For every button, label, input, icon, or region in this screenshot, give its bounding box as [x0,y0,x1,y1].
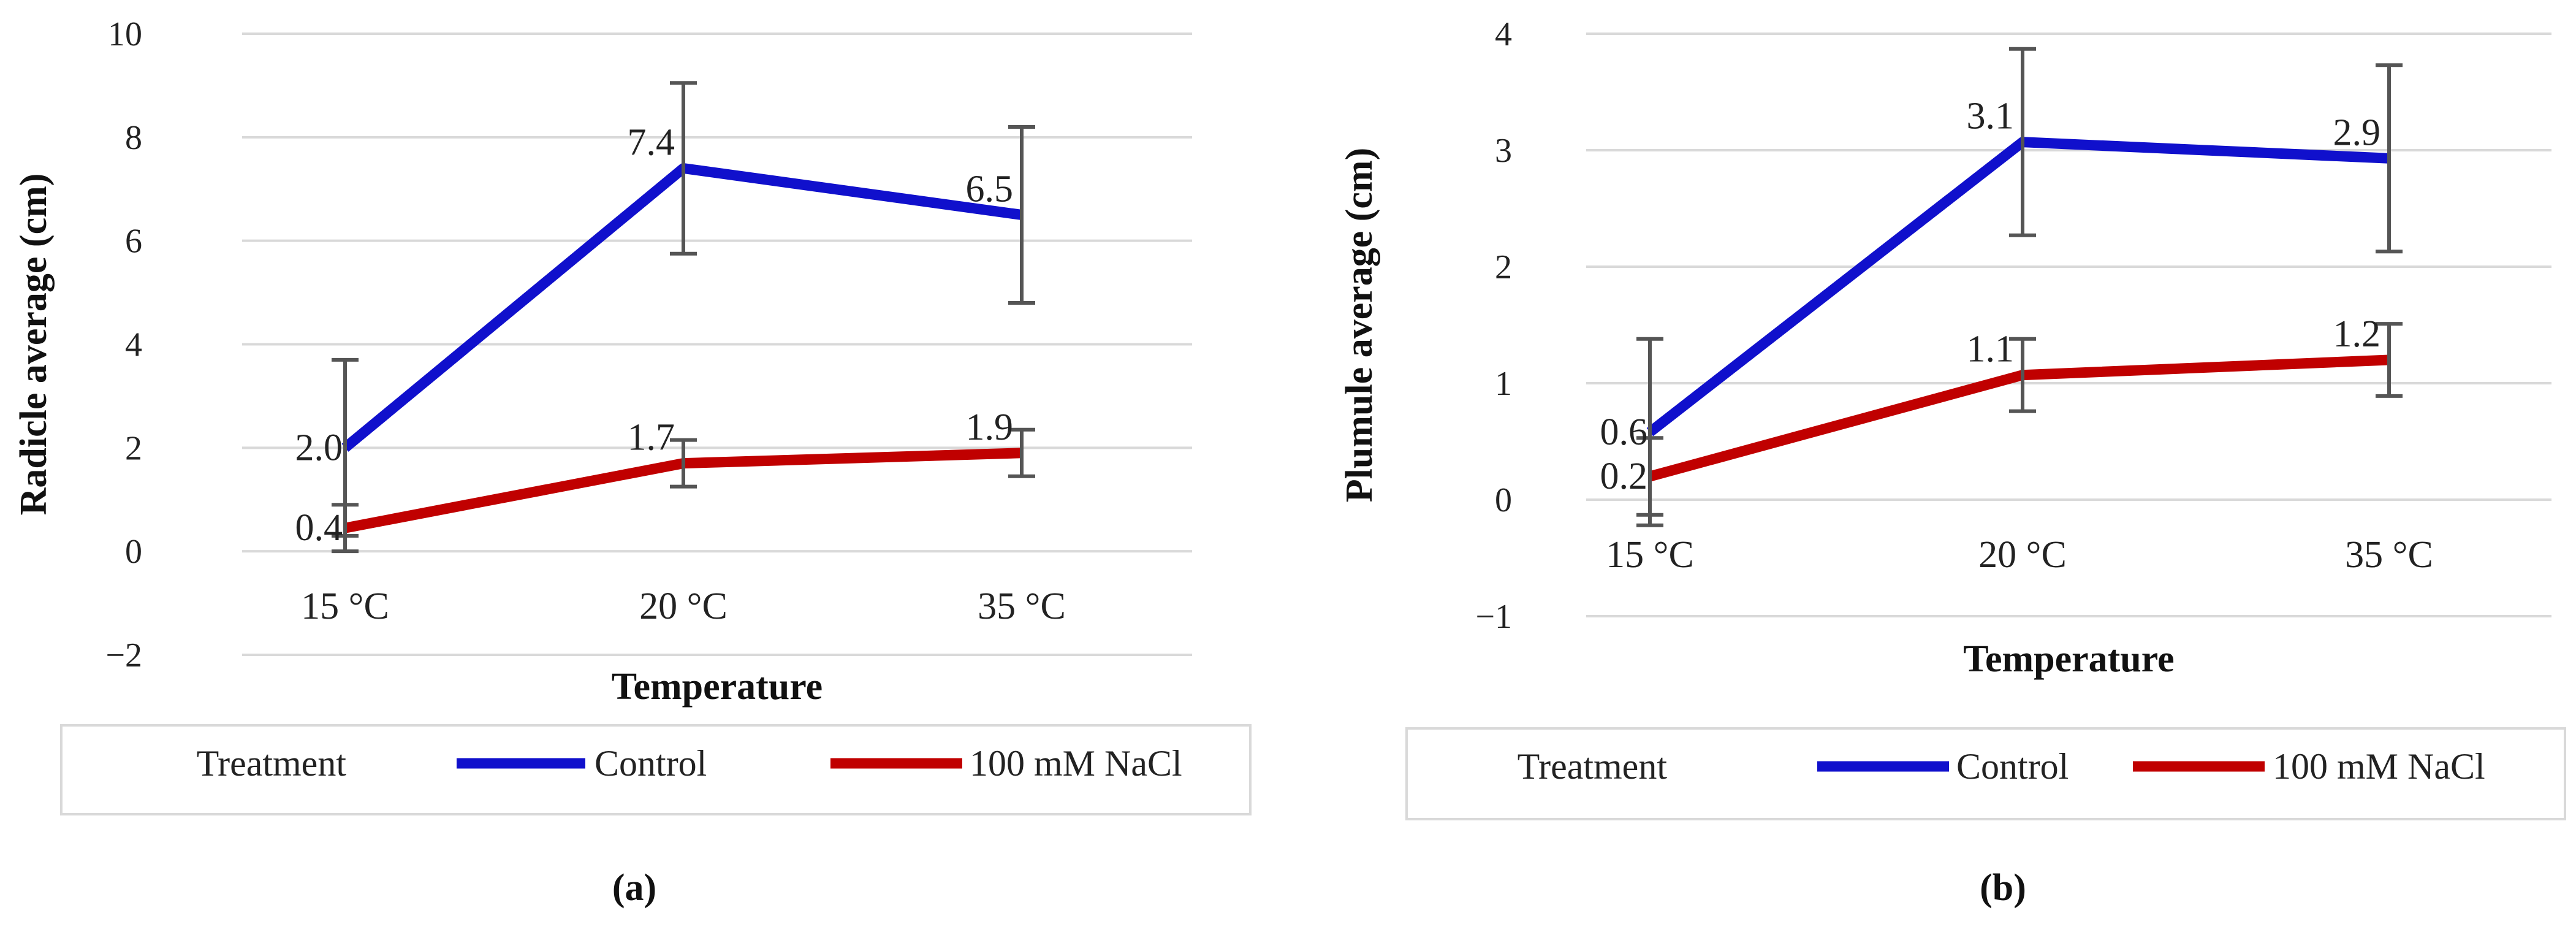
y-tick-label: 3 [1495,132,1512,170]
y-tick-label: 0 [125,533,142,571]
x-tick-label: 20 °C [1978,534,2067,576]
series-line-control [1646,137,2390,437]
y-tick-label: 10 [108,15,142,53]
y-tick-label: 4 [1495,15,1512,53]
x-tick-label: 35 °C [2345,534,2433,576]
y-tick-label: 0 [1495,481,1512,519]
y-tick-label: −1 [1475,598,1512,636]
y-tick-label: 2 [1495,248,1512,286]
chart-a: −2 0 2 4 6 8 10 15 °C 20 °C 35 °C Temperature Radic… [13,15,1252,909]
series-line-nacl [1648,354,2390,482]
legend-label-nacl: 100 mM NaCl [2273,746,2485,787]
legend-box [1405,727,2566,820]
panel-caption: (a) [612,867,656,909]
legend-label-nacl: 100 mM NaCl [970,743,1182,784]
data-label: 0.6 [1600,411,1648,453]
y-tick-label: 8 [125,119,142,157]
data-label: 0.2 [1600,456,1648,497]
y-axis-title: Plumule average (cm) [1339,148,1380,502]
y-tick-label: −2 [105,636,142,674]
legend-title: Treatment [197,743,347,784]
legend-label-control: Control [1956,746,2069,787]
y-tick-label: 2 [125,429,142,467]
panel-caption: (b) [1980,867,2026,909]
x-tick-label: 35 °C [978,586,1066,627]
data-label: 0.4 [295,507,343,549]
data-label: 1.7 [628,417,675,459]
y-tick-label: 4 [125,326,142,364]
y-tick-label: 6 [125,223,142,261]
x-tick-label: 20 °C [639,586,728,627]
legend-box [60,724,1252,815]
x-tick-label: 15 °C [301,586,389,627]
data-label: 1.9 [966,407,1014,448]
data-label: 2.9 [2333,112,2381,153]
data-label: 3.1 [1967,96,2015,137]
legend-label-control: Control [595,743,707,784]
x-tick-label: 15 °C [1606,534,1694,576]
legend-title: Treatment [1518,746,1668,787]
y-tick-label: 1 [1495,365,1512,403]
data-label: 6.5 [966,168,1014,210]
x-axis-title: Temperature [1963,638,2174,680]
data-label: 1.2 [2333,313,2381,355]
chart-b: −1 0 1 2 3 4 15 °C 20 °C 35 °C Temperature Plumule… [1339,15,2566,909]
x-axis-title: Temperature [612,666,823,708]
data-label: 1.1 [1967,329,2015,370]
data-label: 7.4 [628,121,675,163]
y-axis-title: Radicle average (cm) [13,174,55,516]
data-label: 2.0 [295,427,343,468]
